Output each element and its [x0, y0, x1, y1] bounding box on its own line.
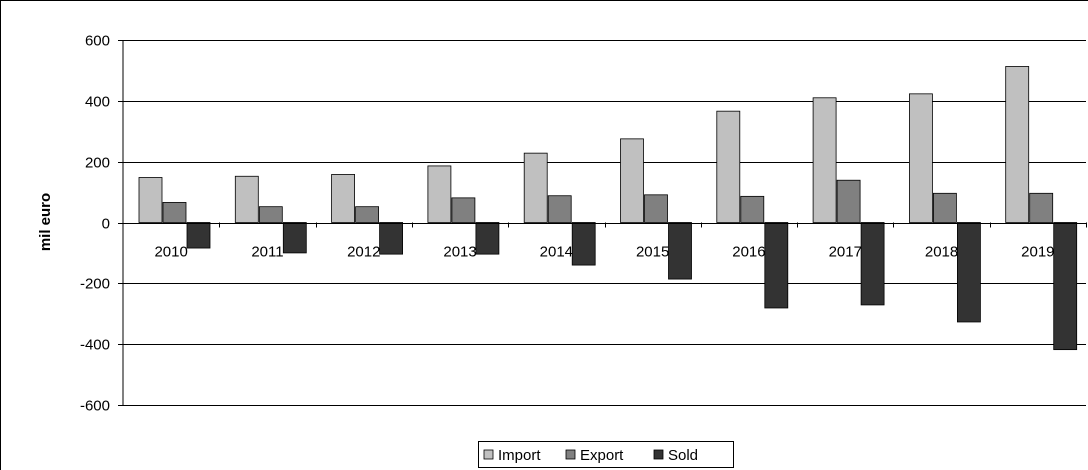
category-label: 2015: [636, 244, 669, 261]
category-label: 2016: [732, 244, 765, 261]
bar-import-2013: [427, 165, 452, 223]
bar-sold-2012: [379, 222, 404, 255]
bar-import-2018: [909, 93, 933, 223]
legend-label-import: Import: [498, 447, 541, 464]
bar-export-2016: [740, 195, 765, 223]
bar-import-2010: [138, 177, 163, 223]
category-label: 2012: [347, 244, 380, 261]
bar-sold-2018: [957, 222, 981, 323]
legend-label-export: Export: [580, 447, 624, 464]
bars: [138, 66, 1078, 351]
legend: Import Export Sold: [478, 441, 734, 468]
category-label: 2019: [1021, 244, 1054, 261]
bar-sold-2011: [282, 222, 307, 254]
bar-sold-2017: [860, 222, 885, 306]
bar-import-2015: [620, 138, 644, 223]
bar-import-2017: [812, 97, 837, 223]
axes: [118, 40, 1087, 406]
y-tick-label: 600: [85, 33, 110, 50]
y-tick-label: 400: [85, 94, 110, 111]
bar-export-2013: [451, 197, 476, 223]
bar-import-2019: [1005, 66, 1030, 223]
bar-sold-2015: [668, 222, 692, 280]
y-tick-label: -600: [80, 398, 110, 415]
legend-label-sold: Sold: [668, 447, 698, 464]
category-label: 2013: [443, 244, 476, 261]
bar-import-2012: [331, 174, 356, 223]
bar-export-2015: [644, 194, 668, 223]
bar-export-2010: [162, 202, 187, 223]
category-label: 2017: [829, 244, 862, 261]
bar-sold-2014: [571, 222, 596, 266]
legend-box: [478, 441, 734, 468]
labels: 600 400 200 0 -200 -400 -600 2010 2011 2012 2013 20…: [80, 33, 1055, 415]
bar-import-2014: [523, 152, 548, 223]
y-tick-label: -200: [80, 276, 110, 293]
bar-import-2011: [234, 175, 259, 223]
legend-swatch-sold: [653, 449, 664, 460]
bar-export-2018: [933, 192, 957, 223]
bar-export-2017: [836, 179, 861, 223]
bar-export-2012: [355, 206, 380, 223]
category-label: 2011: [251, 244, 283, 261]
legend-swatch-import: [483, 449, 494, 460]
bar-sold-2010: [186, 222, 211, 249]
bar-sold-2013: [475, 222, 500, 255]
bar-sold-2016: [764, 222, 789, 309]
y-tick-label: 200: [85, 155, 110, 172]
bar-import-2016: [716, 110, 741, 223]
legend-swatch-export: [565, 449, 576, 460]
category-label: 2018: [925, 244, 958, 261]
y-tick-label: -400: [80, 337, 110, 354]
category-label: 2014: [540, 244, 573, 261]
bar-export-2019: [1029, 192, 1054, 223]
bar-export-2014: [547, 195, 572, 223]
y-tick-label: 0: [102, 216, 110, 233]
bar-sold-2019: [1053, 222, 1078, 351]
y-axis-title: mil euro: [37, 193, 54, 251]
category-label: 2010: [154, 244, 187, 261]
bar-export-2011: [258, 206, 283, 223]
